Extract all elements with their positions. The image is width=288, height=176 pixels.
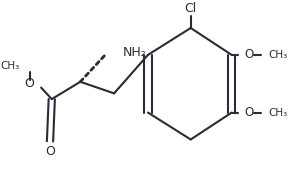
Text: Cl: Cl	[185, 2, 197, 15]
Text: O: O	[24, 77, 34, 90]
Text: NH₂: NH₂	[123, 46, 147, 59]
Text: CH₃: CH₃	[268, 50, 287, 60]
Text: CH₃: CH₃	[268, 108, 287, 118]
Text: CH₃: CH₃	[1, 61, 20, 71]
Text: O: O	[244, 106, 253, 119]
Text: O: O	[244, 48, 253, 61]
Text: O: O	[45, 145, 55, 158]
